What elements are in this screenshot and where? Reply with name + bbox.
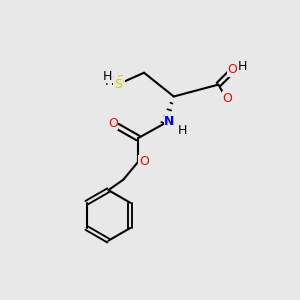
Text: N: N <box>164 115 175 128</box>
Text: O: O <box>222 92 232 105</box>
Text: H: H <box>178 124 188 137</box>
Text: H: H <box>103 70 112 83</box>
Text: O: O <box>108 117 118 130</box>
Text: O: O <box>228 63 238 76</box>
Text: O: O <box>139 155 149 168</box>
Text: H: H <box>105 74 115 88</box>
Text: H: H <box>238 60 247 73</box>
Text: S: S <box>114 78 122 91</box>
Text: S: S <box>117 74 124 87</box>
